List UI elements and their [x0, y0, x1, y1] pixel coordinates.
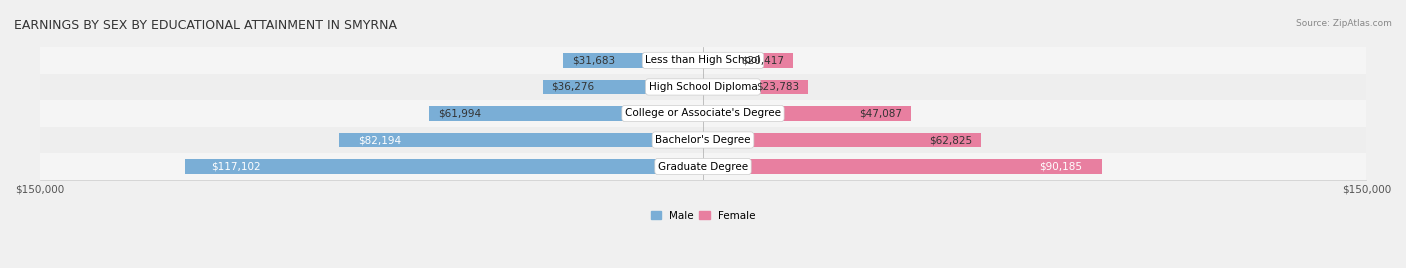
Bar [703, 133, 981, 147]
Text: Less than High School: Less than High School [645, 55, 761, 65]
Bar [39, 127, 1367, 153]
Text: $82,194: $82,194 [357, 135, 401, 145]
Bar [39, 74, 1367, 100]
Text: $117,102: $117,102 [211, 162, 260, 172]
Bar [429, 106, 703, 121]
Text: $20,417: $20,417 [741, 55, 785, 65]
Bar [339, 133, 703, 147]
Text: $62,825: $62,825 [929, 135, 972, 145]
Text: Bachelor's Degree: Bachelor's Degree [655, 135, 751, 145]
Bar [562, 53, 703, 68]
Bar [39, 47, 1367, 74]
Text: EARNINGS BY SEX BY EDUCATIONAL ATTAINMENT IN SMYRNA: EARNINGS BY SEX BY EDUCATIONAL ATTAINMEN… [14, 19, 396, 32]
Text: High School Diploma: High School Diploma [648, 82, 758, 92]
Bar [703, 80, 808, 94]
Text: $31,683: $31,683 [572, 55, 614, 65]
Text: $61,994: $61,994 [437, 109, 481, 118]
Bar [39, 153, 1367, 180]
Bar [703, 53, 793, 68]
Legend: Male, Female: Male, Female [647, 207, 759, 225]
Text: College or Associate's Degree: College or Associate's Degree [626, 109, 780, 118]
Bar [543, 80, 703, 94]
Text: $47,087: $47,087 [859, 109, 903, 118]
Text: Source: ZipAtlas.com: Source: ZipAtlas.com [1296, 19, 1392, 28]
Bar [703, 106, 911, 121]
Text: $36,276: $36,276 [551, 82, 595, 92]
Bar [39, 100, 1367, 127]
Bar [186, 159, 703, 174]
Text: $90,185: $90,185 [1039, 162, 1081, 172]
Bar [703, 159, 1102, 174]
Text: Graduate Degree: Graduate Degree [658, 162, 748, 172]
Text: $23,783: $23,783 [756, 82, 800, 92]
